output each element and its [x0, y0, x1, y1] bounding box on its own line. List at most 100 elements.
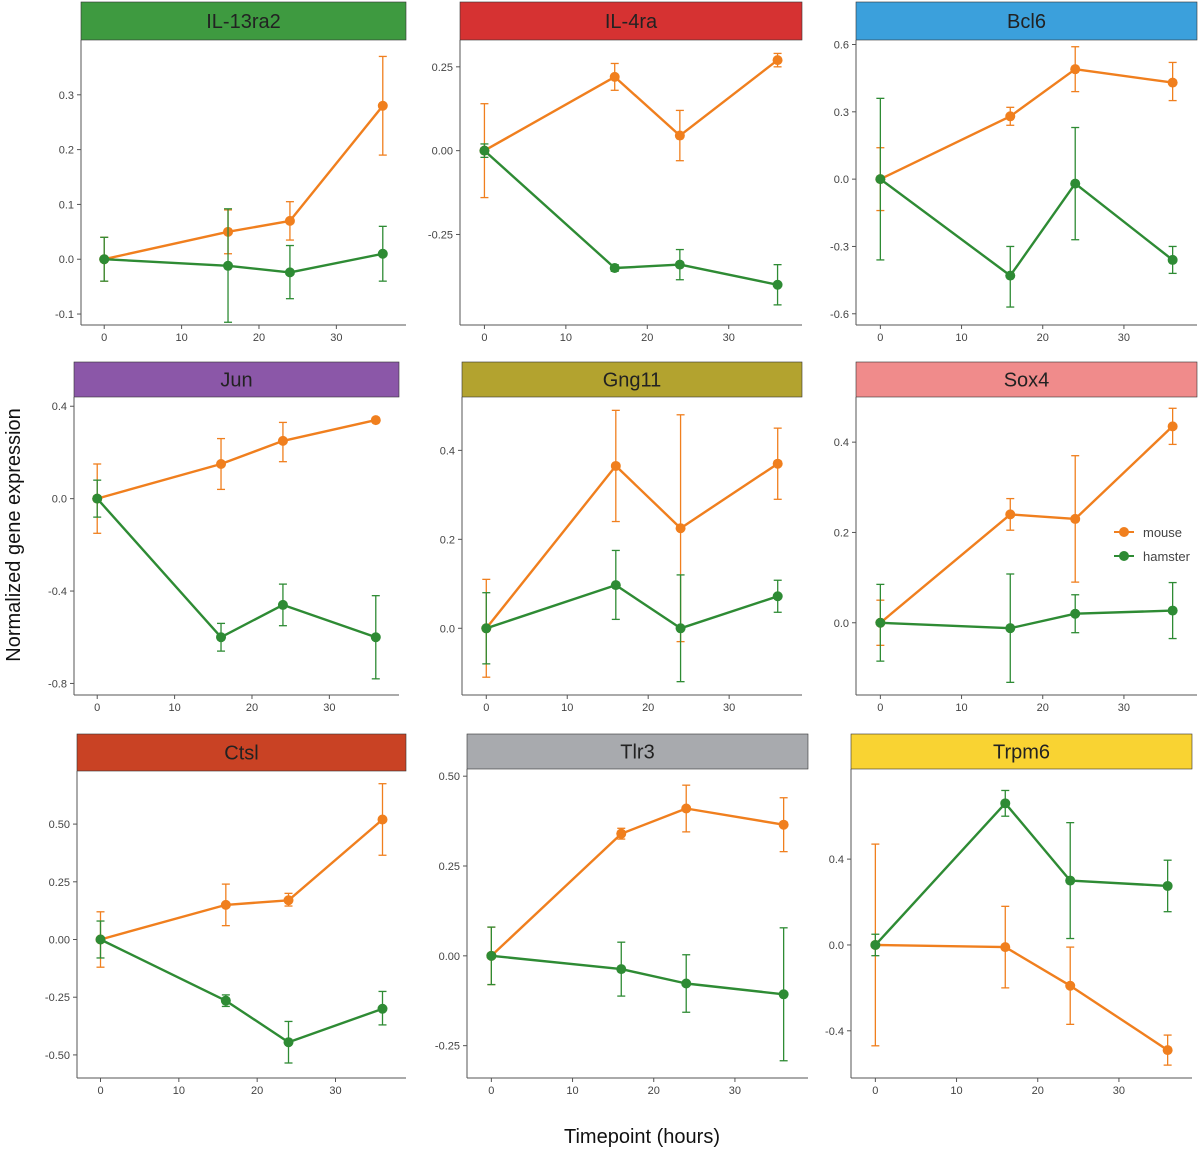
data-point-hamster	[1005, 623, 1016, 634]
series-line-mouse	[103, 105, 384, 261]
y-tick-label: -0.8	[48, 678, 67, 690]
y-tick-label: 0.00	[49, 935, 70, 947]
panel-strip	[73, 361, 400, 398]
x-tick-label: 20	[641, 332, 653, 344]
series-hamster	[481, 549, 783, 683]
series-line-mouse	[490, 807, 784, 957]
panel-title: IL-13ra2	[206, 11, 281, 33]
x-tick-label: 20	[642, 702, 654, 714]
series-line-mouse	[100, 818, 384, 941]
y-tick-label: 0.00	[439, 951, 460, 963]
x-axis-title: Timepoint (hours)	[564, 1126, 720, 1148]
x-tick-label: 0	[488, 1085, 494, 1097]
panel-title: Trpm6	[993, 742, 1050, 764]
series-line-hamster	[880, 609, 1173, 630]
x-tick-label: 10	[175, 332, 187, 344]
data-point-hamster	[284, 267, 295, 278]
data-point-hamster	[277, 599, 288, 610]
x-tick-label: 30	[1118, 332, 1130, 344]
data-point-hamster	[1162, 880, 1173, 891]
data-point-hamster	[486, 950, 497, 961]
data-point-mouse	[377, 814, 388, 825]
series-mouse	[875, 46, 1178, 212]
series-hamster	[92, 479, 381, 680]
data-point-hamster	[92, 493, 103, 504]
data-point-hamster	[99, 254, 110, 265]
data-point-hamster	[1070, 178, 1081, 189]
y-tick-label: -0.25	[435, 1041, 460, 1053]
data-point-hamster	[609, 263, 620, 273]
x-tick-label: 30	[729, 1085, 741, 1097]
series-hamster	[486, 926, 789, 1062]
data-point-hamster	[1005, 270, 1016, 281]
series-mouse	[486, 784, 789, 986]
x-tick-label: 0	[94, 702, 100, 714]
y-tick-label: -0.6	[830, 309, 849, 321]
x-tick-label: 30	[329, 1085, 341, 1097]
data-point-hamster	[675, 623, 686, 634]
panel-strip	[855, 361, 1198, 398]
series-line-mouse	[879, 67, 1173, 181]
panel-gng11: Gng11 0.0 0.2 0.4 0 10 20 30	[440, 361, 803, 714]
data-point-hamster	[681, 978, 692, 989]
data-point-mouse	[772, 458, 783, 469]
panel-bcl6: Bcl6 -0.6 -0.3 0.0 0.3 0.6 0 10 20 30	[830, 1, 1198, 344]
panel-title: Ctsl	[224, 743, 258, 765]
x-tick-label: 30	[1118, 702, 1130, 714]
panel-strip	[461, 361, 803, 398]
y-tick-label: 0.3	[834, 107, 849, 119]
panel-il-13ra2: IL-13ra2 -0.1 0.0 0.1 0.2 0.3 0 10 20 30	[55, 1, 407, 344]
series-hamster	[99, 208, 388, 323]
panel-ctsl: Ctsl -0.50 -0.25 0.00 0.25 0.50 0 10 20 30	[45, 733, 407, 1097]
panel-title: IL-4ra	[605, 11, 658, 33]
data-point-mouse	[1005, 509, 1016, 520]
series-line-hamster	[96, 497, 377, 639]
x-tick-label: 10	[955, 332, 967, 344]
x-tick-label: 20	[251, 1085, 263, 1097]
y-tick-label: 0.00	[432, 146, 453, 158]
data-point-hamster	[870, 939, 881, 950]
data-point-hamster	[95, 934, 106, 945]
panel-il-4ra: IL-4ra -0.25 0.00 0.25 0 10 20 30	[428, 1, 803, 344]
data-point-hamster	[772, 591, 783, 602]
y-tick-label: 0.0	[440, 623, 455, 635]
panel-title: Tlr3	[620, 742, 654, 764]
y-tick-label: 0.0	[834, 618, 849, 630]
panel-strip	[850, 733, 1193, 770]
x-tick-label: 30	[723, 332, 735, 344]
data-point-mouse	[772, 55, 783, 66]
x-tick-label: 0	[483, 702, 489, 714]
data-point-mouse	[1070, 513, 1081, 524]
y-tick-label: 0.2	[440, 534, 455, 546]
x-tick-label: 0	[97, 1085, 103, 1097]
x-tick-label: 20	[1037, 332, 1049, 344]
panel-strip	[80, 1, 407, 41]
series-line-mouse	[483, 59, 779, 152]
y-tick-label: -0.25	[45, 992, 70, 1004]
y-tick-label: 0.4	[834, 437, 849, 449]
data-point-hamster	[1000, 798, 1011, 809]
data-point-mouse	[1167, 77, 1178, 88]
x-tick-label: 0	[101, 332, 107, 344]
data-point-mouse	[1070, 64, 1081, 75]
y-tick-label: -0.50	[45, 1050, 70, 1062]
y-tick-label: 0.50	[49, 819, 70, 831]
panels: IL-13ra2 -0.1 0.0 0.1 0.2 0.3 0 10 20 30 IL-4ra -0.…	[45, 1, 1198, 1097]
legend-entry-hamster: hamster	[1114, 549, 1191, 564]
data-point-hamster	[674, 259, 685, 270]
y-tick-label: 0.4	[829, 854, 844, 866]
data-point-mouse	[1005, 111, 1016, 122]
x-tick-label: 10	[173, 1085, 185, 1097]
y-tick-label: 0.25	[432, 62, 453, 74]
x-tick-label: 30	[330, 332, 342, 344]
data-point-mouse	[610, 460, 621, 471]
y-tick-label: 0.0	[834, 174, 849, 186]
x-tick-label: 10	[561, 702, 573, 714]
y-tick-label: 0.6	[834, 39, 849, 51]
data-point-mouse	[1065, 980, 1076, 991]
legend-label-mouse: mouse	[1143, 525, 1182, 540]
series-line-hamster	[483, 149, 778, 286]
data-point-mouse	[283, 895, 294, 906]
y-tick-label: -0.3	[830, 241, 849, 253]
y-tick-label: 0.2	[834, 527, 849, 539]
